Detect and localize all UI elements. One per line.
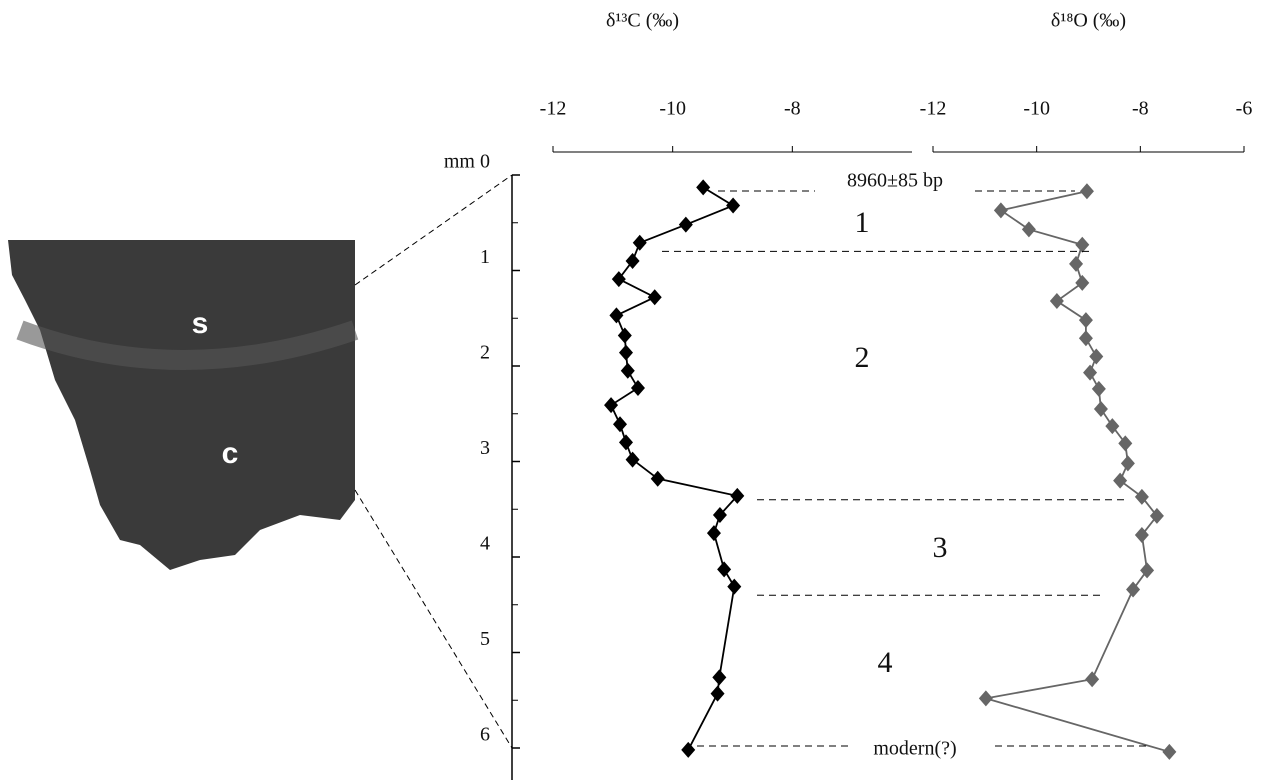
zone-label: 4 <box>878 646 893 679</box>
data-point <box>1093 400 1108 417</box>
data-point <box>1083 364 1098 381</box>
data-point <box>650 470 665 487</box>
data-point <box>1126 581 1141 598</box>
data-point <box>1075 236 1090 253</box>
data-point <box>1162 743 1177 760</box>
x-axis-title: δ¹⁸O (‰) <box>1051 10 1126 32</box>
zoom-line <box>354 489 513 749</box>
y-tick-label: 4 <box>480 533 490 555</box>
data-point <box>1075 274 1090 291</box>
data-point <box>678 216 693 233</box>
data-point <box>625 451 640 468</box>
x-tick-label: -8 <box>1132 98 1149 120</box>
y-tick-label: 1 <box>480 246 490 268</box>
sample-photo <box>8 240 355 570</box>
data-point <box>618 434 633 451</box>
zone-label: 3 <box>933 531 948 564</box>
data-point <box>1069 255 1084 272</box>
photo-label: s <box>192 307 209 340</box>
data-point <box>727 578 742 595</box>
data-point <box>1149 507 1164 524</box>
data-line <box>985 190 1170 753</box>
data-point <box>978 690 993 707</box>
y-tick-label: 3 <box>480 437 490 459</box>
data-point <box>630 379 645 396</box>
data-point <box>611 271 626 288</box>
data-point <box>1140 562 1155 579</box>
data-point <box>681 741 696 758</box>
y-tick-label: 2 <box>480 342 490 364</box>
data-point <box>647 289 662 306</box>
data-point <box>993 202 1008 219</box>
x-tick-label: -12 <box>920 98 947 120</box>
data-point <box>618 344 633 361</box>
x-tick-label: -6 <box>1236 98 1253 120</box>
data-point <box>632 234 647 251</box>
zoom-line <box>354 174 513 286</box>
data-point <box>1078 330 1093 347</box>
zone-label: 1 <box>855 206 870 239</box>
data-point <box>726 197 741 214</box>
data-point <box>617 327 632 344</box>
annotation: modern(?) <box>873 738 956 760</box>
x-tick-label: -10 <box>1023 98 1050 120</box>
data-point <box>1118 435 1133 452</box>
data-point <box>710 685 725 702</box>
x-axis-title: δ¹³C (‰) <box>606 10 679 32</box>
data-point <box>609 307 624 324</box>
data-point <box>1089 348 1104 365</box>
data-point <box>696 179 711 196</box>
data-point <box>1105 418 1120 435</box>
data-point <box>1049 293 1064 310</box>
annotation: 8960±85 bp <box>847 170 943 192</box>
x-tick-label: -8 <box>784 98 801 120</box>
data-point <box>604 397 619 414</box>
data-point <box>706 525 721 542</box>
photo-label: c <box>222 437 239 470</box>
y-tick-label: 6 <box>480 724 490 746</box>
photo: s c <box>8 174 513 749</box>
data-point <box>712 669 727 686</box>
data-point <box>1021 221 1036 238</box>
data-point <box>1120 455 1135 472</box>
data-point <box>717 561 732 578</box>
x-tick-label: -10 <box>659 98 686 120</box>
x-tick-label: -12 <box>540 98 567 120</box>
data-point <box>1079 183 1094 200</box>
data-point <box>620 362 635 379</box>
data-point <box>1091 380 1106 397</box>
data-point <box>613 416 628 433</box>
y-tick-label: 5 <box>480 628 490 650</box>
data-point <box>1113 472 1128 489</box>
data-point <box>625 252 640 269</box>
data-point <box>1078 312 1093 329</box>
photo-texture <box>16 320 359 370</box>
zone-label: 2 <box>855 341 870 374</box>
data-point <box>1085 671 1100 688</box>
data-point <box>730 487 745 504</box>
data-point <box>712 506 727 523</box>
data-point <box>1134 488 1149 505</box>
data-line <box>609 186 740 751</box>
data-point <box>1134 527 1149 544</box>
y-tick-label: mm 0 <box>444 151 490 173</box>
